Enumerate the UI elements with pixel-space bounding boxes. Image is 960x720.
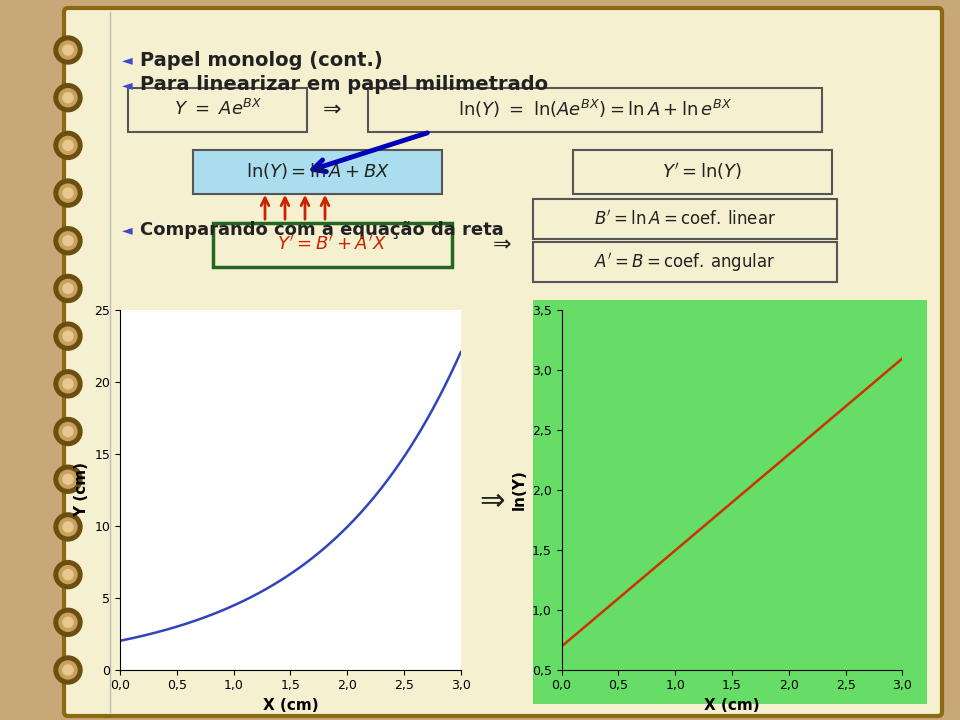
FancyBboxPatch shape	[573, 150, 832, 194]
FancyBboxPatch shape	[368, 88, 822, 132]
Text: ◄: ◄	[122, 78, 132, 92]
Circle shape	[59, 423, 77, 441]
FancyBboxPatch shape	[533, 242, 837, 282]
Circle shape	[54, 656, 82, 684]
Circle shape	[63, 379, 73, 389]
Circle shape	[63, 284, 73, 294]
Circle shape	[59, 375, 77, 393]
Circle shape	[54, 513, 82, 541]
Text: $B'=\ln A=\mathrm{coef.\,linear}$: $B'=\ln A=\mathrm{coef.\,linear}$	[594, 210, 776, 228]
Circle shape	[54, 322, 82, 350]
Circle shape	[59, 184, 77, 202]
FancyBboxPatch shape	[533, 199, 837, 239]
Text: $\Rightarrow$: $\Rightarrow$	[474, 485, 506, 515]
Circle shape	[59, 279, 77, 297]
Text: $Y'=B'+A'X$: $Y'=B'+A'X$	[276, 235, 387, 253]
Text: $\ln(Y)\ =\ \ln\!\left(Ae^{BX}\right)=\ln A+\ln e^{BX}$: $\ln(Y)\ =\ \ln\!\left(Ae^{BX}\right)=\l…	[458, 98, 732, 120]
Text: $A'=B=\mathrm{coef.\,angular}$: $A'=B=\mathrm{coef.\,angular}$	[594, 251, 776, 274]
Circle shape	[63, 617, 73, 627]
Circle shape	[54, 561, 82, 589]
Circle shape	[59, 232, 77, 250]
Circle shape	[63, 331, 73, 341]
Text: $Y\ =\ Ae^{BX}$: $Y\ =\ Ae^{BX}$	[174, 99, 262, 119]
Circle shape	[54, 465, 82, 493]
Circle shape	[54, 227, 82, 255]
Circle shape	[59, 566, 77, 584]
Circle shape	[63, 522, 73, 532]
Circle shape	[54, 131, 82, 159]
Circle shape	[54, 36, 82, 64]
Text: Para linearizar em papel milimetrado: Para linearizar em papel milimetrado	[140, 76, 548, 94]
X-axis label: X (cm): X (cm)	[263, 698, 318, 713]
Circle shape	[59, 89, 77, 107]
X-axis label: X (cm): X (cm)	[705, 698, 759, 713]
Text: $\ln(Y)=\ln A+BX$: $\ln(Y)=\ln A+BX$	[246, 161, 390, 181]
Circle shape	[63, 140, 73, 150]
FancyBboxPatch shape	[213, 223, 452, 267]
Y-axis label: ln(Y): ln(Y)	[512, 469, 526, 510]
Circle shape	[59, 41, 77, 59]
Circle shape	[63, 474, 73, 485]
Circle shape	[63, 188, 73, 198]
Circle shape	[54, 370, 82, 398]
Circle shape	[63, 665, 73, 675]
Circle shape	[59, 136, 77, 154]
Circle shape	[63, 93, 73, 103]
Text: ◄: ◄	[122, 223, 132, 237]
Circle shape	[59, 613, 77, 631]
Text: Papel monolog (cont.): Papel monolog (cont.)	[140, 50, 383, 70]
Text: ◄: ◄	[122, 53, 132, 67]
Circle shape	[59, 327, 77, 345]
Text: $\Rightarrow$: $\Rightarrow$	[488, 234, 512, 254]
FancyBboxPatch shape	[193, 150, 442, 194]
Circle shape	[63, 570, 73, 580]
Circle shape	[54, 274, 82, 302]
Circle shape	[54, 418, 82, 446]
Circle shape	[63, 426, 73, 436]
Circle shape	[54, 179, 82, 207]
Circle shape	[54, 608, 82, 636]
Circle shape	[59, 518, 77, 536]
Text: Comparando com a equação da reta: Comparando com a equação da reta	[140, 221, 504, 239]
Circle shape	[59, 470, 77, 488]
Text: $Y'=\ln(Y)$: $Y'=\ln(Y)$	[661, 161, 742, 181]
Circle shape	[54, 84, 82, 112]
Circle shape	[63, 235, 73, 246]
FancyBboxPatch shape	[533, 300, 927, 704]
Y-axis label: Y (cm): Y (cm)	[74, 462, 89, 517]
FancyBboxPatch shape	[128, 88, 307, 132]
Text: $\Rightarrow$: $\Rightarrow$	[318, 99, 342, 119]
Circle shape	[59, 661, 77, 679]
FancyBboxPatch shape	[64, 8, 942, 716]
Circle shape	[63, 45, 73, 55]
